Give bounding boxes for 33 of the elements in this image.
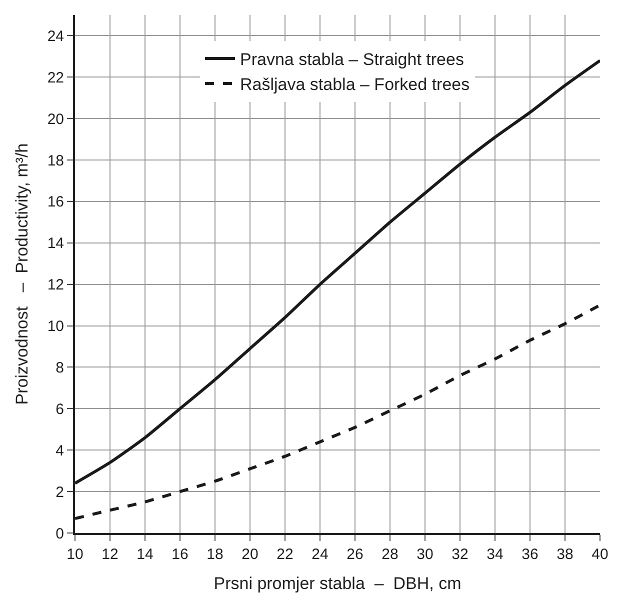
x-tick-label: 38 [556, 546, 574, 563]
x-tick-label: 32 [452, 546, 468, 563]
x-tick-label: 28 [382, 546, 398, 563]
x-tick-label: 16 [172, 546, 188, 563]
x-tick-label: 40 [592, 546, 608, 563]
x-tick-label: 36 [522, 546, 538, 563]
y-tick-label: 20 [47, 110, 64, 128]
y-tick-label: 24 [47, 28, 64, 45]
x-tick-label: 26 [346, 546, 364, 563]
y-tick-label: 4 [56, 442, 64, 460]
y-axis-title: Proizvodnost – Productivity, m³/h [12, 143, 32, 405]
y-tick-label: 16 [47, 194, 64, 211]
y-tick-label: 22 [47, 69, 64, 86]
x-tick-label: 24 [312, 546, 328, 563]
y-tick-label: 12 [47, 276, 64, 294]
y-tick-label: 10 [47, 318, 64, 336]
x-tick-label: 34 [486, 546, 504, 563]
x-tick-label: 30 [416, 546, 434, 563]
y-tick-label: 0 [56, 525, 64, 542]
x-axis-title: Prsni promjer stabla – DBH, cm [214, 574, 462, 593]
y-tick-label: 2 [56, 484, 64, 501]
x-tick-label: 22 [276, 546, 294, 563]
y-tick-label: 18 [47, 152, 64, 170]
x-tick-label: 10 [66, 546, 84, 563]
x-tick-label: 14 [136, 546, 154, 563]
legend-label: Pravna stabla – Straight trees [240, 50, 464, 70]
x-tick-label: 18 [206, 546, 224, 563]
y-tick-label: 8 [56, 359, 64, 376]
legend-label: Rašljava stabla – Forked trees [240, 75, 470, 94]
y-tick-label: 6 [56, 400, 64, 418]
x-tick-label: 20 [242, 546, 258, 563]
x-tick-label: 12 [102, 546, 118, 563]
y-tick-label: 14 [47, 235, 64, 252]
